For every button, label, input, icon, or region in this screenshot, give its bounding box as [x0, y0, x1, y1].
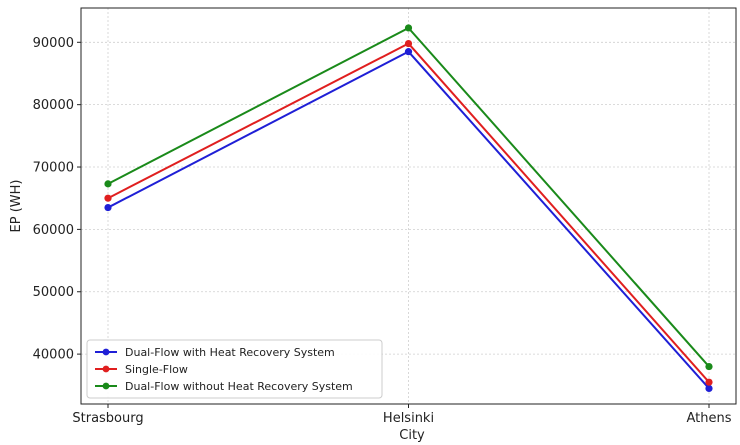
y-tick-label: 70000	[33, 161, 74, 176]
data-point	[705, 378, 713, 386]
plot-frame	[80, 7, 737, 405]
legend: Dual-Flow with Heat Recovery System Singl…	[86, 339, 383, 399]
x-tick-label: Athens	[686, 411, 731, 426]
y-axis: 40000 50000 60000 70000 80000 90000	[33, 36, 81, 363]
data-point	[705, 362, 713, 371]
data-point	[104, 194, 112, 202]
x-tick-label: Strasbourg	[72, 411, 143, 426]
data-point	[404, 24, 413, 32]
x-tick-label: Helsinki	[383, 411, 434, 426]
x-axis-title: City	[399, 428, 425, 443]
data-point	[705, 384, 713, 393]
y-tick-label: 40000	[33, 348, 74, 363]
legend-label: Dual-Flow with Heat Recovery System	[125, 346, 335, 359]
legend-label: Dual-Flow without Heat Recovery System	[125, 380, 353, 393]
y-tick-label: 50000	[33, 285, 74, 300]
legend-box	[86, 339, 383, 399]
y-tick-label: 90000	[33, 36, 74, 51]
data-point	[104, 180, 112, 188]
legend-swatch-marker	[102, 348, 110, 356]
series-layer	[104, 24, 713, 393]
data-point	[404, 39, 413, 48]
legend-label: Single-Flow	[125, 363, 188, 376]
x-axis: Strasbourg Helsinki Athens	[72, 404, 732, 426]
data-point	[104, 203, 112, 212]
y-tick-label: 80000	[33, 98, 74, 113]
legend-swatch-marker	[102, 382, 110, 390]
y-tick-label: 60000	[33, 223, 74, 238]
data-point	[404, 48, 413, 56]
legend-swatch-marker	[102, 365, 110, 373]
y-axis-title: EP (WH)	[9, 180, 24, 233]
